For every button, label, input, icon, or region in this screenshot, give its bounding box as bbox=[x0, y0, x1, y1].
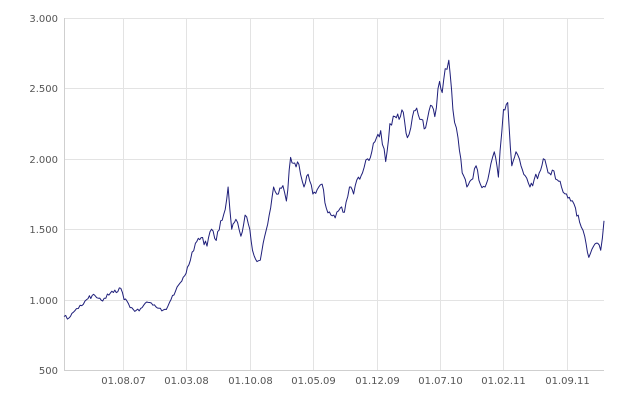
y-tick-label: 2.500 bbox=[29, 84, 58, 95]
x-tick-label: 01.12.09 bbox=[355, 376, 400, 387]
x-tick-label: 01.08.07 bbox=[101, 376, 146, 387]
x-tick-label: 01.05.09 bbox=[291, 376, 336, 387]
y-tick-label: 1.000 bbox=[29, 296, 58, 307]
price-series-line bbox=[63, 59, 605, 320]
series-layer bbox=[63, 59, 605, 320]
axis-layer bbox=[64, 18, 604, 371]
y-tick-label: 2.000 bbox=[29, 155, 58, 166]
x-tick-label: 01.03.08 bbox=[164, 376, 209, 387]
tick-label-layer: 500 1.000 1.500 2.000 2.500 3.000 01.08.07 01.0… bbox=[29, 14, 589, 387]
x-tick-label: 01.02.11 bbox=[481, 376, 526, 387]
x-tick-label: 01.10.08 bbox=[228, 376, 273, 387]
y-tick-label: 1.500 bbox=[29, 225, 58, 236]
y-tick-label: 3.000 bbox=[29, 14, 58, 25]
x-tick-label: 01.07.10 bbox=[418, 376, 463, 387]
x-tick-label: 01.09.11 bbox=[545, 376, 590, 387]
y-tick-label: 500 bbox=[39, 366, 58, 377]
grid-layer bbox=[64, 18, 604, 371]
